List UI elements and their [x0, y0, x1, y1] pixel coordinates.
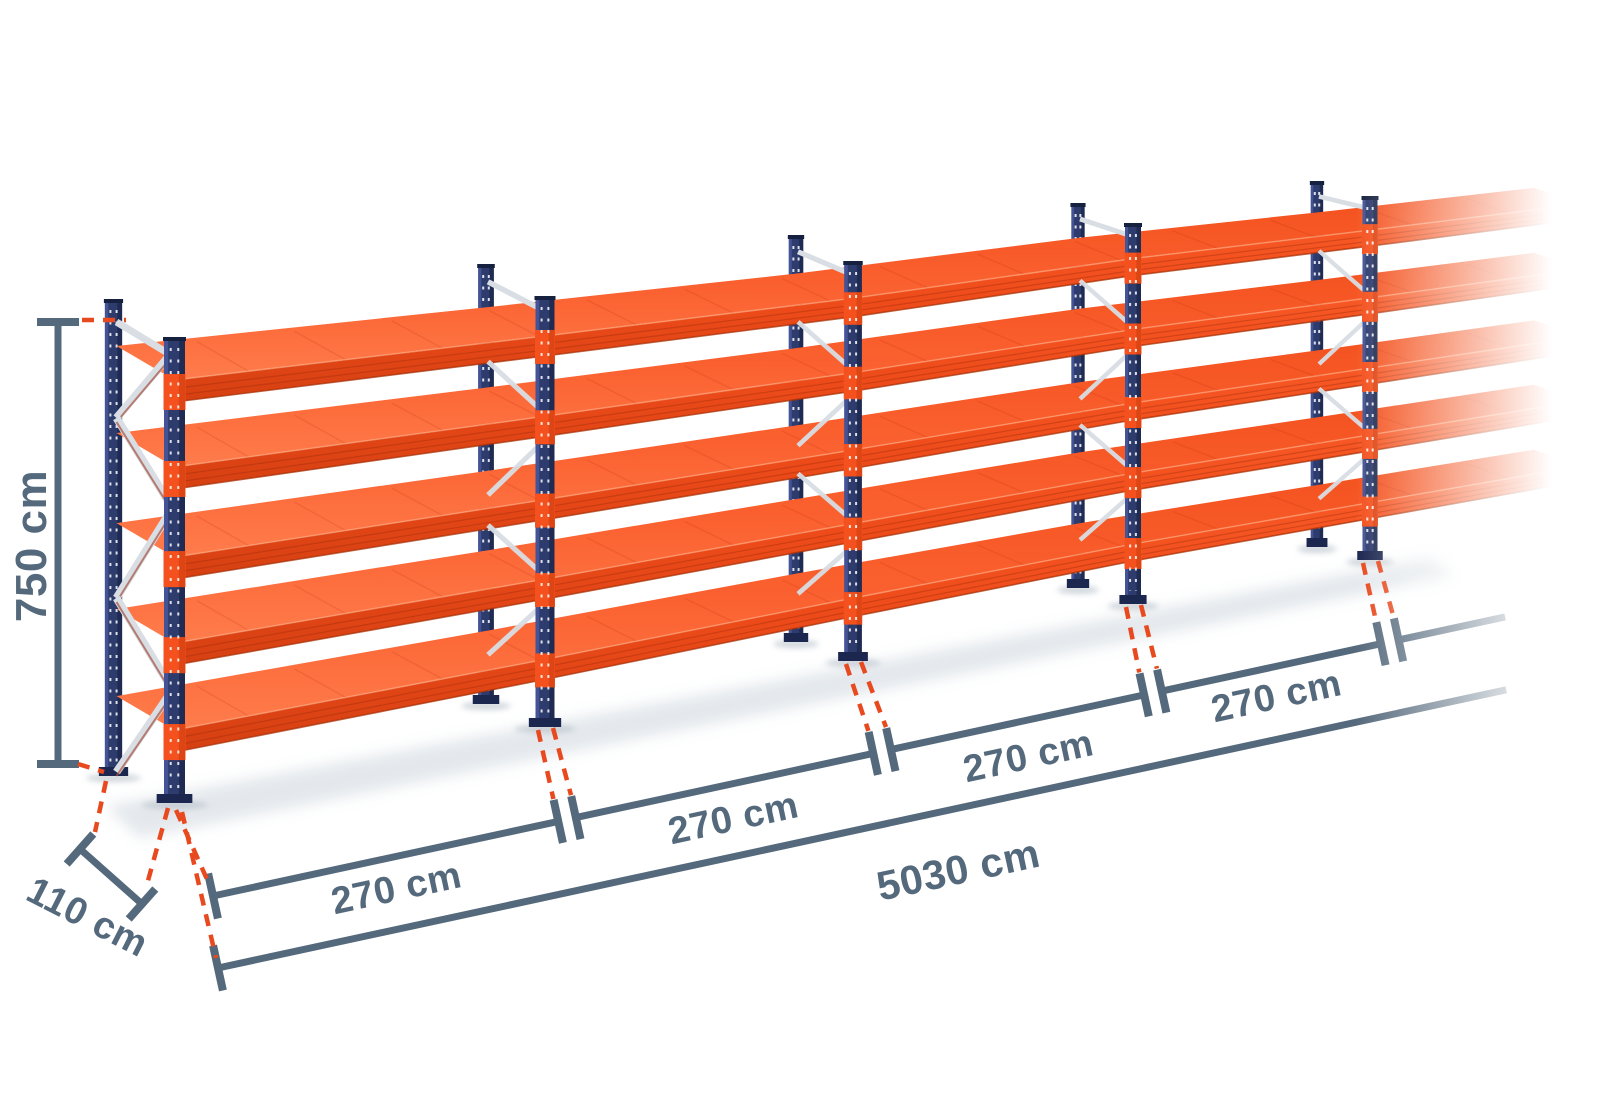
fade-overlay	[1340, 30, 1600, 1070]
height-dimension-label: 750 cm	[7, 470, 56, 622]
frame-3-front-upright	[825, 261, 881, 667]
floor-shadow	[105, 558, 1455, 838]
total-length-dimension-label: 5030 cm	[872, 830, 1043, 910]
bay-4-dimension-label: 270 cm	[1207, 662, 1345, 731]
frame-4-front-upright	[1107, 223, 1159, 610]
frame-1-front-upright	[140, 337, 209, 809]
frame-2-front-upright	[514, 296, 576, 733]
depth-dimension-label: 110 cm	[20, 869, 155, 965]
frame-1-back-upright	[85, 299, 142, 782]
